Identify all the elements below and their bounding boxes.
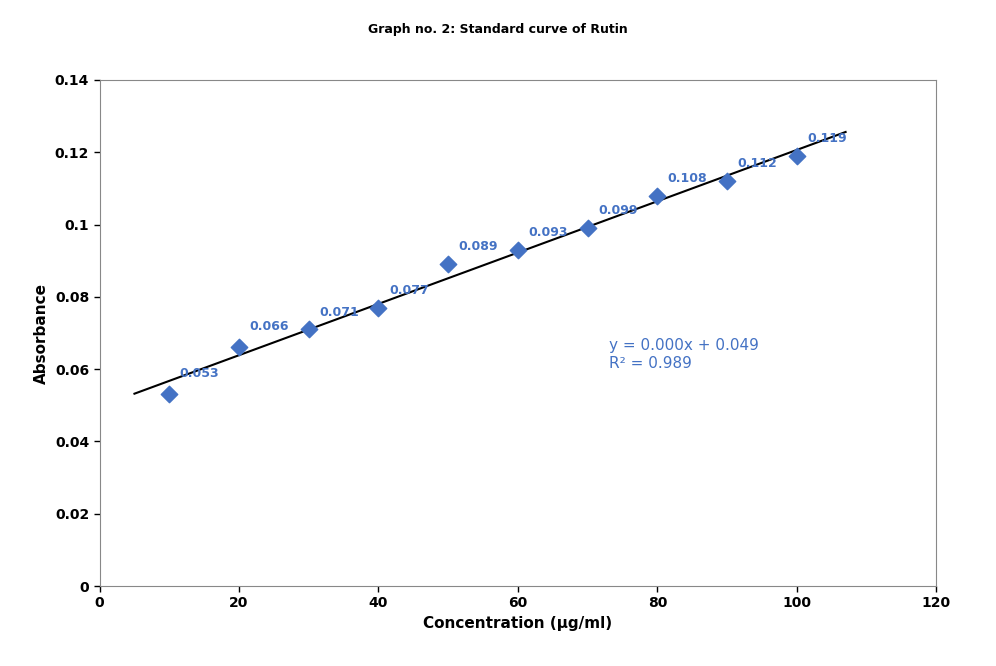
Point [371, 302, 386, 313]
Point [440, 259, 456, 270]
Point [231, 342, 247, 353]
Text: 0.119: 0.119 [807, 132, 847, 145]
Text: 0.053: 0.053 [179, 367, 219, 380]
Text: 0.108: 0.108 [667, 172, 707, 184]
Text: 0.112: 0.112 [737, 157, 777, 170]
Text: 0.066: 0.066 [249, 320, 289, 333]
Text: 0.071: 0.071 [319, 306, 359, 318]
Point [719, 176, 735, 186]
X-axis label: Concentration (μg/ml): Concentration (μg/ml) [423, 616, 613, 631]
Point [580, 223, 596, 234]
Text: 0.089: 0.089 [458, 240, 498, 254]
Point [301, 324, 317, 335]
Text: 0.093: 0.093 [528, 226, 568, 239]
Text: Graph no. 2: Standard curve of Rutin: Graph no. 2: Standard curve of Rutin [369, 23, 627, 37]
Point [789, 151, 805, 161]
Point [510, 244, 526, 255]
Text: y = 0.000x + 0.049
R² = 0.989: y = 0.000x + 0.049 R² = 0.989 [609, 338, 758, 371]
Text: 0.099: 0.099 [598, 204, 637, 217]
Point [161, 389, 177, 400]
Point [649, 190, 665, 201]
Y-axis label: Absorbance: Absorbance [34, 282, 49, 384]
Text: 0.077: 0.077 [388, 284, 428, 297]
